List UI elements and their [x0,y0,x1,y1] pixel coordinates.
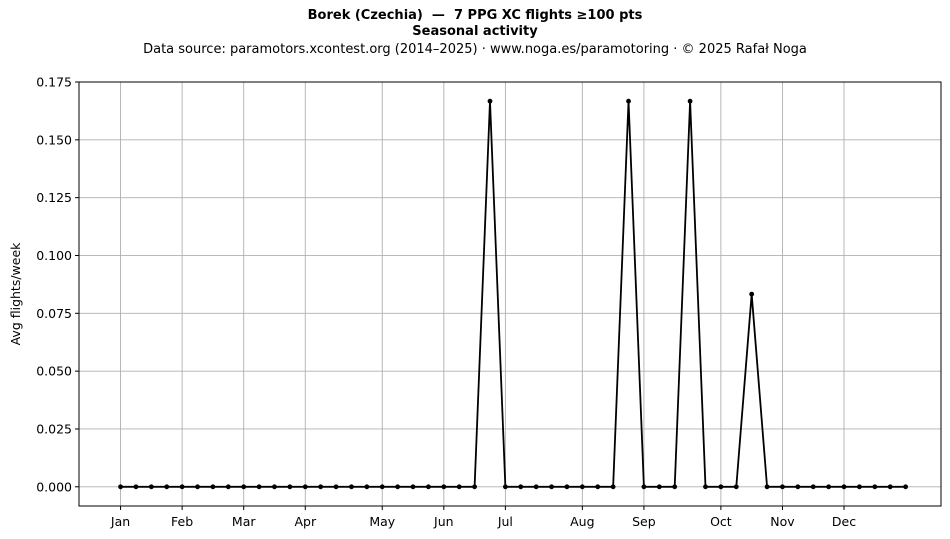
x-tick-label: Jan [110,514,130,529]
data-point [810,484,816,490]
data-point [826,484,832,490]
data-point [626,98,631,104]
y-axis-ticks: 0.000 0.025 0.050 0.075 0.100 0.125 0.150 0.175 [36,75,79,494]
data-point [641,484,647,490]
y-tick-label: 0.000 [36,479,72,494]
x-axis-ticks: Jan Feb Mar Apr May Jun Jul Aug Sep Oct Nov Dec [110,506,856,529]
x-tick-label: Dec [832,514,856,529]
chart-title: Borek (Czechia) — 7 PPG XC flights ≥100 … [307,8,643,23]
series-line [120,100,906,488]
data-point [564,484,570,490]
x-tick-label: Feb [171,514,193,529]
data-point [656,484,662,490]
data-point [426,484,431,490]
data-point [179,484,185,490]
data-point [764,484,770,490]
y-tick-label: 0.125 [36,190,72,205]
data-point [533,484,539,490]
data-point [780,484,785,490]
data-point [302,484,308,490]
data-point [687,98,693,104]
y-axis-label: Avg flights/week [8,242,23,346]
data-point [333,484,339,490]
y-tick-label: 0.075 [36,306,72,321]
data-point [718,484,724,490]
data-point [118,484,123,490]
chart-subtitle: Seasonal activity [412,24,538,39]
data-point [148,484,154,490]
data-point [672,484,678,490]
data-point [456,484,462,490]
data-point [733,484,739,490]
y-tick-label: 0.050 [36,364,72,379]
data-point [133,484,139,490]
data-point [195,484,200,490]
y-tick-label: 0.100 [36,248,72,263]
data-point [703,484,708,490]
data-point [272,484,277,490]
x-tick-label: Sep [632,514,656,529]
data-point [410,484,416,490]
data-point [241,484,247,490]
data-point [610,484,616,490]
data-point [903,484,908,490]
x-tick-label: Mar [232,514,256,529]
data-point [225,484,231,490]
y-tick-label: 0.175 [36,75,72,90]
grid-lines [79,81,941,506]
x-tick-label: Aug [570,514,594,529]
data-point [256,484,262,490]
x-tick-label: Jul [497,514,513,529]
x-tick-label: May [369,514,395,529]
data-point [441,484,447,490]
data-point [887,484,893,490]
data-point [579,484,585,490]
plot-frame [78,81,942,507]
data-point [841,484,847,490]
data-point [795,484,801,490]
data-point [364,484,370,490]
data-point [857,484,862,490]
chart-titles: Borek (Czechia) — 7 PPG XC flights ≥100 … [0,8,950,60]
chart-source-line: Data source: paramotors.xcontest.org (20… [143,42,807,57]
data-point [749,291,755,297]
x-tick-label: Jun [433,514,454,529]
x-tick-label: Oct [710,514,732,529]
data-point [395,484,401,490]
data-point [487,98,493,104]
data-point [164,484,170,490]
x-tick-label: Nov [770,514,795,529]
x-tick-label: Apr [294,514,316,529]
data-point [595,484,601,490]
data-series [118,98,908,490]
data-point [318,484,324,490]
y-tick-label: 0.025 [36,421,72,436]
data-point [210,484,216,490]
data-point [349,484,354,490]
data-point [379,484,385,490]
data-point [502,484,508,490]
data-point [872,484,878,490]
y-tick-label: 0.150 [36,132,72,147]
data-point [287,484,293,490]
data-point [549,484,554,490]
data-point [472,484,477,490]
data-point [518,484,524,490]
